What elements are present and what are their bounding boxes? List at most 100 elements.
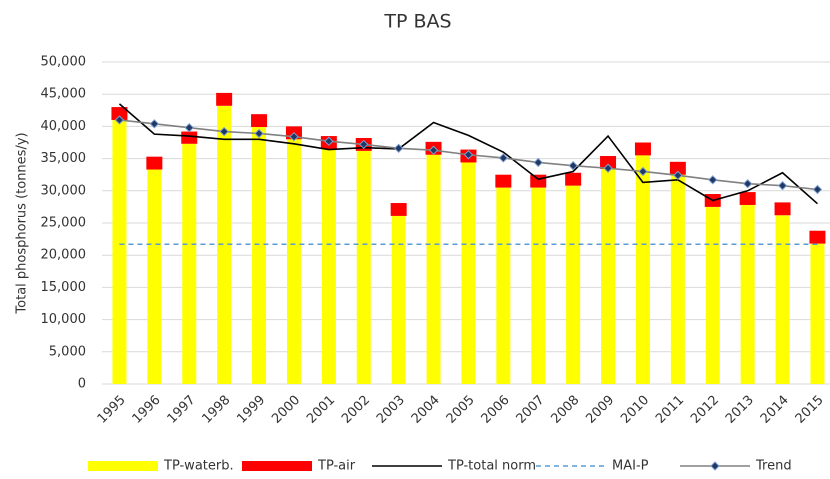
bar [670, 174, 685, 384]
y-tick-label: 30,000 [41, 183, 87, 198]
bar [252, 127, 267, 384]
bar [775, 215, 790, 384]
point [149, 119, 160, 129]
bar [496, 187, 511, 384]
bar-segment [251, 114, 268, 128]
bar [321, 148, 336, 384]
x-tick-label: 2012 [688, 393, 722, 427]
x-tick-label: 2006 [479, 393, 513, 427]
point [289, 131, 299, 142]
legend-label: TP-waterb. [163, 459, 234, 474]
bar-segment [495, 174, 512, 188]
x-tick-label: 2013 [723, 393, 757, 427]
bar-segment [669, 161, 686, 175]
point [219, 126, 229, 137]
point [393, 143, 404, 154]
y-tick-label: 5,000 [49, 344, 86, 359]
legend-label: Trend [755, 459, 792, 474]
bar [705, 206, 720, 384]
point [568, 160, 578, 171]
x-tick-label: 2011 [653, 393, 687, 427]
point [428, 145, 439, 155]
x-tick-label: 2003 [374, 393, 408, 427]
x-tick-label: 2015 [793, 393, 827, 427]
point [498, 153, 509, 163]
bar [217, 105, 232, 385]
x-tick-label: 2014 [758, 393, 792, 427]
bar [426, 154, 441, 384]
x-tick-label: 1999 [234, 393, 268, 427]
y-tick-label: 0 [78, 377, 86, 392]
y-tick-label: 50,000 [41, 55, 87, 70]
bar-segment [390, 203, 407, 216]
legend-label: MAI-P [612, 459, 649, 474]
x-tick-label: 2002 [339, 393, 373, 427]
y-axis-label: Total phosphorus (tonnes/y) [15, 132, 30, 314]
x-tick-label: 1997 [165, 393, 199, 427]
bar-segment [634, 142, 651, 156]
bar-segment [600, 156, 617, 169]
point [114, 115, 125, 125]
bar [356, 150, 371, 384]
x-tick-label: 1996 [130, 393, 164, 427]
y-tick-label: 10,000 [41, 312, 87, 327]
bar-segment [809, 230, 826, 244]
point [463, 150, 474, 160]
point [708, 175, 718, 185]
bar [391, 215, 406, 384]
point [812, 184, 823, 195]
bar-segment [181, 131, 198, 144]
point [673, 170, 683, 181]
y-tick-label: 15,000 [41, 280, 87, 295]
bar-segment [739, 192, 756, 205]
x-tick-label: 2009 [583, 393, 617, 427]
x-tick-label: 1995 [95, 393, 129, 427]
bar [635, 155, 650, 384]
x-tick-label: 1998 [199, 393, 233, 427]
bar [566, 185, 581, 384]
point [742, 179, 753, 189]
x-tick-label: 2001 [304, 393, 338, 427]
point [777, 180, 788, 191]
y-tick-label: 20,000 [41, 248, 87, 263]
bar [286, 139, 301, 384]
point [359, 139, 369, 150]
legend-swatch [88, 461, 158, 471]
line [118, 103, 818, 205]
chart-title: TP BAS [383, 11, 451, 33]
legend-label: TP-air [317, 459, 356, 474]
point [184, 122, 194, 133]
bar [147, 169, 162, 384]
bar-segment [530, 174, 547, 188]
point [638, 166, 648, 177]
y-tick-label: 40,000 [41, 119, 87, 134]
x-tick-label: 2000 [269, 393, 303, 427]
point [254, 128, 264, 139]
point [533, 157, 543, 168]
point [603, 163, 613, 173]
x-tick-label: 2010 [618, 393, 652, 427]
bar [810, 243, 825, 384]
bar-segment [111, 107, 128, 120]
legend-marker [710, 461, 720, 471]
bar [601, 168, 616, 384]
y-tick-label: 25,000 [41, 216, 87, 231]
bar [531, 187, 546, 384]
bar-segment [146, 156, 163, 170]
x-tick-label: 2005 [444, 393, 478, 427]
y-tick-label: 45,000 [41, 87, 87, 102]
bar [112, 119, 127, 385]
legend-label: TP-total norm [447, 459, 536, 474]
x-tick-label: 2004 [409, 393, 443, 427]
bar [461, 162, 476, 384]
x-tick-label: 2007 [514, 393, 548, 427]
bar [182, 143, 197, 384]
y-tick-label: 35,000 [41, 151, 87, 166]
legend-swatch [242, 461, 312, 471]
bar [740, 204, 755, 384]
bar-segment [565, 172, 582, 186]
bar-segment [774, 202, 791, 216]
bar-segment [216, 92, 233, 106]
point [324, 136, 334, 146]
